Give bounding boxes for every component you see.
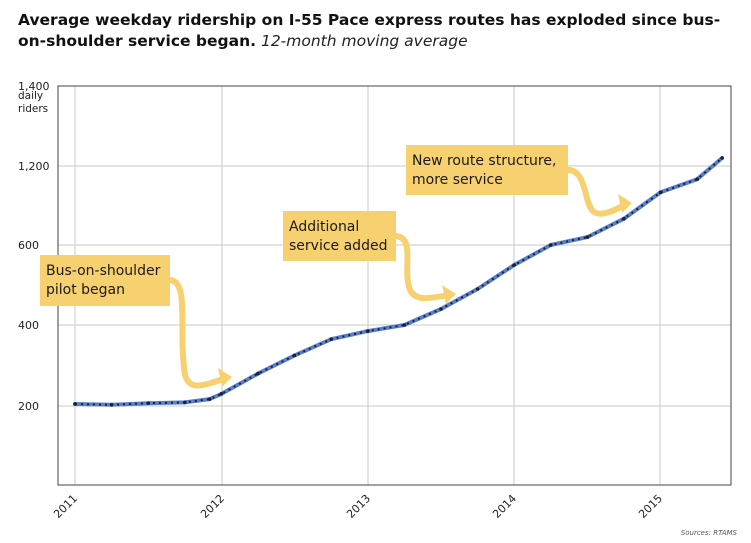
y-tick-label: 1,400	[18, 80, 50, 93]
annotation-arrow	[167, 277, 229, 389]
x-tick-label: 2015	[636, 492, 665, 521]
data-point	[146, 401, 150, 405]
data-point	[585, 235, 590, 239]
annotation-box	[283, 211, 396, 261]
annotation-text: Bus-on-shoulder	[46, 263, 161, 279]
x-tick-label: 2011	[51, 492, 80, 521]
data-point	[622, 216, 626, 221]
title-bold: Average weekday ridership on I-55 Pace e…	[18, 11, 721, 50]
data-point	[329, 337, 334, 341]
annotation-arrow	[565, 167, 629, 217]
x-tick-label: 2012	[198, 492, 227, 521]
y-axis-unit-label: riders	[18, 103, 48, 115]
data-point	[73, 402, 77, 406]
annotation-text: New route structure,	[412, 153, 556, 169]
y-tick-label: 200	[18, 400, 39, 413]
annotation-arrows	[167, 167, 632, 389]
data-point	[512, 263, 516, 267]
annotation-text: pilot began	[46, 282, 125, 298]
data-point	[219, 392, 224, 396]
series-dotted-overlay	[74, 157, 723, 406]
arrow-head	[218, 368, 232, 387]
data-point	[207, 397, 212, 401]
y-axis-unit-label: daily	[18, 90, 43, 102]
data-point	[720, 156, 724, 160]
arrow-head	[618, 194, 632, 213]
x-tick-label: 2014	[490, 492, 519, 521]
annotations: Bus-on-shoulder pilot began Additional serv…	[40, 145, 568, 306]
data-point	[658, 190, 663, 195]
data-point	[183, 400, 187, 405]
data-point	[695, 177, 699, 181]
y-tick-label: 600	[18, 239, 39, 252]
annotation-text: Additional	[289, 219, 359, 235]
annotation-text: more service	[412, 172, 503, 188]
annotation-text: service added	[289, 238, 387, 254]
data-point	[366, 329, 370, 333]
arrow-head	[442, 285, 456, 304]
y-tick-label: 400	[18, 319, 39, 332]
chart-title: Average weekday ridership on I-55 Pace e…	[18, 10, 738, 52]
title-italic: 12-month moving average	[260, 32, 468, 50]
data-point	[439, 307, 443, 311]
data-point	[109, 402, 114, 407]
data-point	[549, 243, 553, 247]
source-note: Sources: RTAMS	[680, 529, 737, 537]
y-tick-label: 1,200	[18, 160, 50, 173]
series-ridership	[73, 156, 725, 407]
data-point	[402, 323, 407, 327]
annotation-box	[406, 145, 568, 195]
annotation-box	[40, 255, 170, 306]
data-point	[256, 371, 260, 376]
x-tick-label: 2013	[344, 492, 373, 521]
annotation-arrow	[393, 233, 453, 302]
data-point	[475, 287, 480, 291]
data-point	[292, 353, 297, 358]
